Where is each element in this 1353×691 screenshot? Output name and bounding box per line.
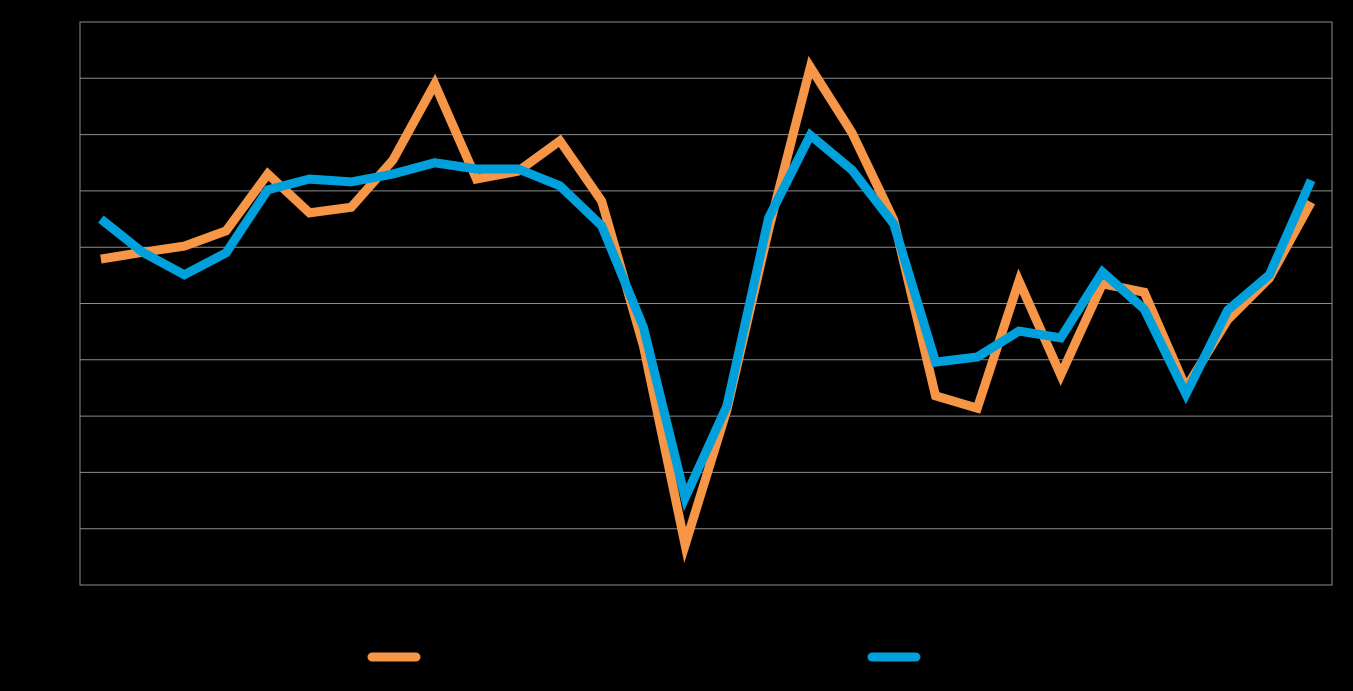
series-line (100, 55, 1316, 563)
series-line (98, 128, 1316, 512)
plot-border (79, 21, 1333, 586)
